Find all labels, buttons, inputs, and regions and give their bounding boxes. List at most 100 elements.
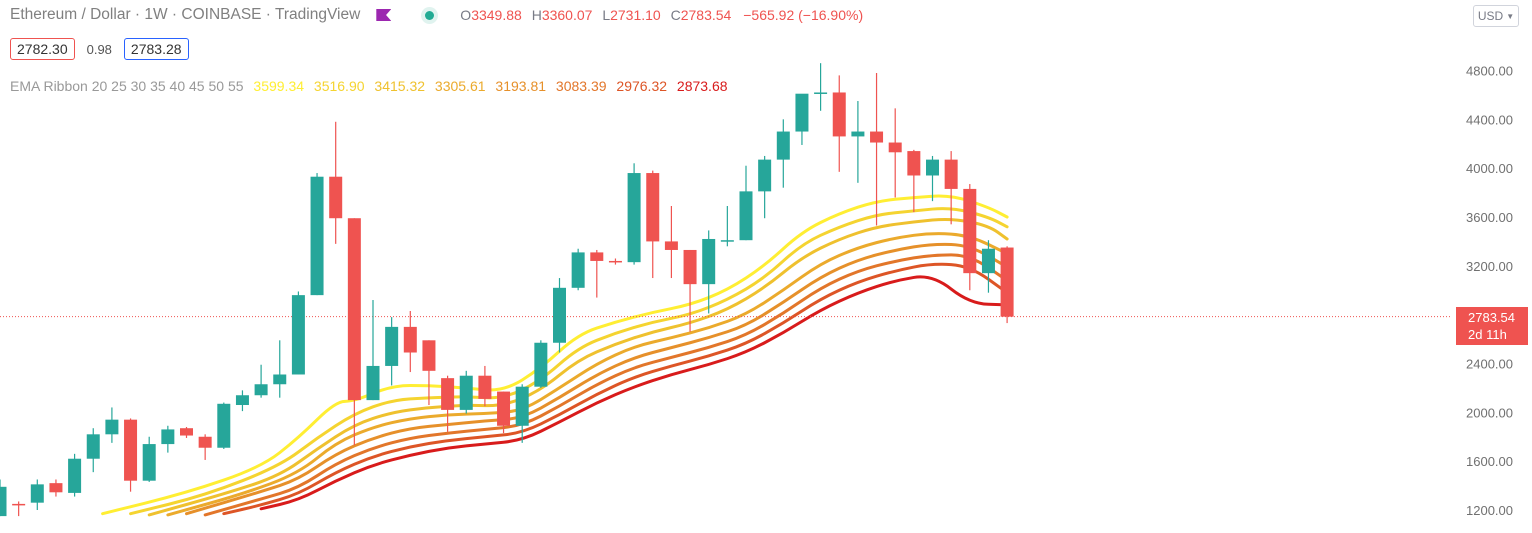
candle (758, 155, 772, 219)
ohlc-close: 2783.54 (680, 7, 732, 23)
candle (981, 240, 995, 293)
candle (590, 249, 604, 298)
candle-body (870, 131, 884, 143)
candle-body (888, 142, 902, 153)
candle (124, 418, 138, 492)
price-change: −565.92 (−16.90%) (743, 7, 864, 23)
candle-body (422, 340, 436, 371)
y-tick-label: 2000.00 (1466, 405, 1513, 420)
candle-body (590, 252, 604, 261)
ema-line-ema-50 (222, 262, 1009, 516)
candle-body (30, 484, 44, 503)
candle-body (124, 419, 138, 481)
y-tick-label: 3200.00 (1466, 259, 1513, 274)
candle-body (627, 173, 641, 263)
candle (926, 155, 939, 202)
candle (347, 218, 361, 446)
candle (329, 121, 343, 244)
last-price-label: 2783.54 2d 11h (1456, 307, 1528, 345)
candle (1000, 246, 1014, 324)
ema-line-ema-35 (166, 232, 1009, 517)
ohlc-high-key: H (531, 7, 542, 23)
y-tick-label: 1600.00 (1466, 454, 1513, 469)
candle (441, 375, 455, 432)
candle-body (68, 458, 82, 493)
market-status-icon (425, 10, 435, 20)
candle (739, 165, 753, 241)
candle (86, 428, 100, 473)
candle-body (776, 131, 790, 160)
flag-icon[interactable] (376, 9, 392, 21)
candle-body (459, 375, 473, 410)
candle-body (907, 151, 921, 176)
candle-body (664, 241, 678, 250)
ema-line-ema-20 (101, 194, 1009, 516)
candle-body (702, 238, 716, 285)
candle-body (926, 159, 939, 176)
candle-body (963, 188, 977, 274)
candle-body (981, 248, 995, 274)
candle (851, 101, 865, 183)
candle (944, 151, 958, 225)
candle-body (832, 92, 846, 137)
ema-value-50: 2976.32 (616, 78, 668, 94)
candles-layer (0, 63, 1014, 517)
ema-line-ema-55 (259, 275, 1009, 511)
y-tick-label: 3600.00 (1466, 210, 1513, 225)
ema-legend[interactable]: EMA Ribbon 20 25 30 35 40 45 50 55 3599.… (10, 78, 728, 94)
last-price-value: 2783.54 (1468, 310, 1515, 325)
y-tick-label: 4400.00 (1466, 112, 1513, 127)
candle (180, 426, 193, 438)
price-axis[interactable]: 1200.001600.002000.002400.002800.003200.… (1466, 64, 1513, 519)
candle-body (497, 391, 511, 426)
candle (198, 434, 212, 460)
candle (702, 230, 716, 314)
candle-body (478, 375, 492, 399)
symbol-title[interactable]: Ethereum / Dollar · 1W · COINBASE · Trad… (10, 6, 361, 23)
candle (814, 63, 828, 111)
candle-body (1000, 247, 1014, 317)
candle (142, 436, 156, 482)
candle (534, 340, 548, 388)
candle (30, 479, 44, 510)
candle (608, 258, 622, 265)
candle (12, 501, 26, 517)
candle-body (385, 326, 399, 366)
candle-body (347, 218, 361, 401)
candle (478, 365, 492, 407)
candle-body (180, 428, 193, 436)
candle (217, 402, 231, 449)
currency-selector[interactable]: USD ▼ (1473, 5, 1519, 27)
ema-legend-label: EMA Ribbon 20 25 30 35 40 45 50 55 (10, 78, 244, 94)
candle-body (944, 159, 958, 189)
candle-body (683, 249, 697, 285)
buy-button[interactable]: 2783.28 (123, 38, 189, 60)
candle-body (441, 378, 455, 410)
candle-body (366, 365, 380, 401)
ema-line-ema-40 (185, 242, 1009, 516)
candle-body (758, 159, 772, 192)
candle (161, 425, 175, 453)
candle (366, 300, 380, 401)
currency-label: USD (1477, 9, 1504, 23)
candle (963, 184, 977, 291)
candle (888, 108, 902, 198)
candle-body (795, 93, 809, 132)
candle-body (814, 92, 828, 94)
ema-value-45: 3083.39 (555, 78, 607, 94)
ema-ribbon-layer (101, 194, 1009, 517)
candle (683, 249, 697, 332)
candle-body (161, 429, 175, 445)
candle (646, 170, 660, 279)
sell-button[interactable]: 2782.30 (10, 38, 75, 60)
candle-body (235, 395, 249, 406)
candle-body (198, 436, 212, 448)
candle (720, 206, 734, 247)
candle-body (0, 486, 7, 517)
candle-body (608, 260, 622, 263)
ema-value-40: 3193.81 (495, 78, 547, 94)
candle (459, 370, 473, 414)
candle (795, 93, 809, 145)
candle-body (273, 374, 287, 385)
